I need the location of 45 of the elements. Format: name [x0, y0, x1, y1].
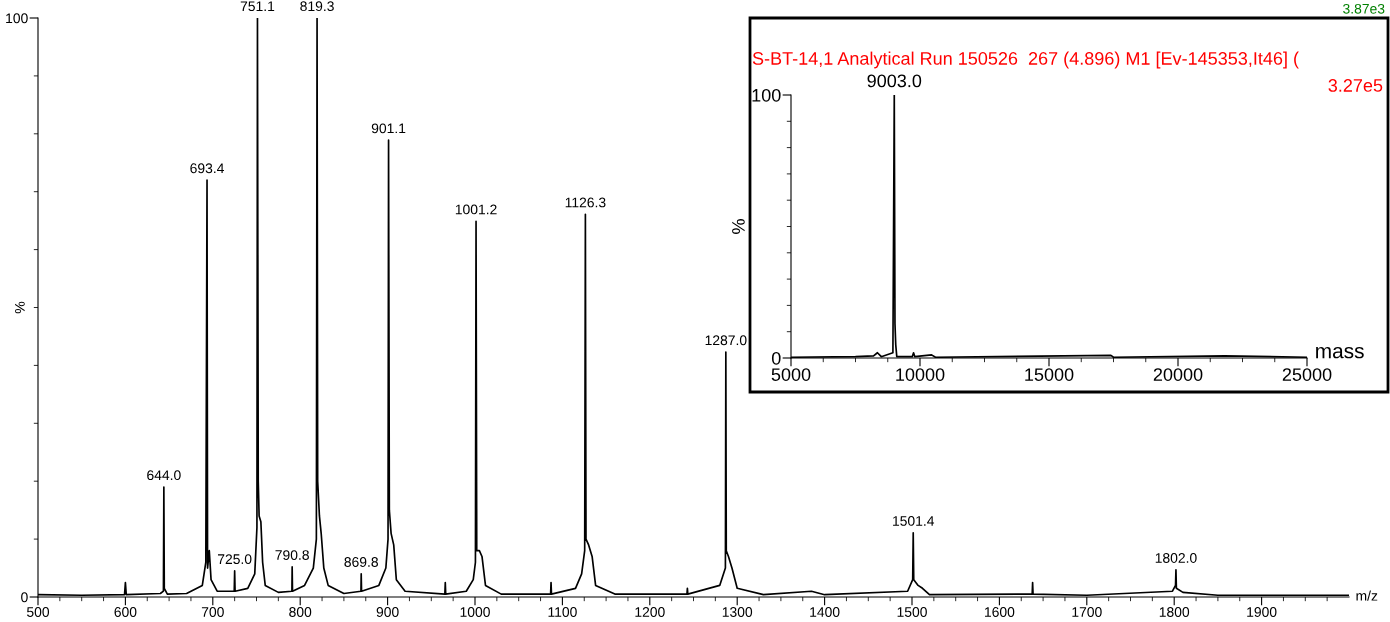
annotation: 869.8 [344, 557, 378, 567]
x-tick-label: 5000 [771, 368, 811, 381]
x-tick-label: 1400 [810, 607, 840, 617]
text: 3.87e3 [1343, 3, 1385, 14]
x-tick-label: 1500 [897, 607, 927, 617]
x-tick-label: 10000 [896, 368, 945, 381]
y-axis-title: % [732, 219, 745, 234]
x-tick-label: 1700 [1072, 607, 1102, 617]
annotation: 790.8 [275, 550, 309, 560]
y-tick-label: 0 [21, 592, 28, 603]
annotation: 819.3 [300, 1, 334, 12]
annotation: 9003.0 [867, 74, 922, 88]
y-tick-label: 100 [752, 88, 781, 102]
annotation: 1001.2 [455, 204, 497, 215]
y-axis-title: % [14, 301, 25, 314]
x-tick-label: 600 [114, 607, 137, 617]
annotation: 1126.3 [565, 197, 606, 208]
x-tick-label: 20000 [1153, 368, 1203, 381]
y-tick-label: 0 [771, 351, 781, 365]
x-axis-title: m/z [1356, 590, 1378, 601]
x-tick-label: 900 [376, 607, 399, 617]
x-tick-label: 25000 [1282, 368, 1332, 381]
x-tick-label: 700 [201, 607, 224, 617]
x-tick-label: 1200 [635, 607, 665, 617]
x-tick-label: 1100 [548, 607, 577, 617]
x-tick-label: 1900 [1247, 607, 1277, 617]
x-axis-title: mass [1316, 346, 1364, 359]
x-tick-label: 15000 [1025, 368, 1074, 381]
x-tick-label: 800 [289, 607, 312, 617]
annotation: 1287.0 [705, 335, 747, 346]
annotation: 751.1 [240, 1, 275, 12]
x-tick-label: 1000 [460, 607, 490, 617]
annotation: 693.4 [190, 163, 224, 174]
annotation: 1501.4 [893, 515, 935, 526]
annotation: 901.1 [371, 123, 406, 134]
annotation: 3.27e5 [1328, 79, 1383, 92]
x-tick-label: 500 [26, 607, 50, 617]
x-tick-label: 1800 [1159, 607, 1190, 617]
annotation: 644.0 [147, 470, 181, 481]
x-tick-label: 1300 [722, 607, 753, 617]
x-tick-label: 1600 [985, 607, 1015, 617]
chart-title: S-BT-14,1 Analytical Run 150526 267 (4.896) M1 [Ev-145353,It46] ( [752, 51, 1299, 69]
annotation: 1802.0 [1155, 553, 1197, 563]
y-tick-label: 100 [6, 13, 28, 24]
annotation: 725.0 [217, 554, 252, 565]
